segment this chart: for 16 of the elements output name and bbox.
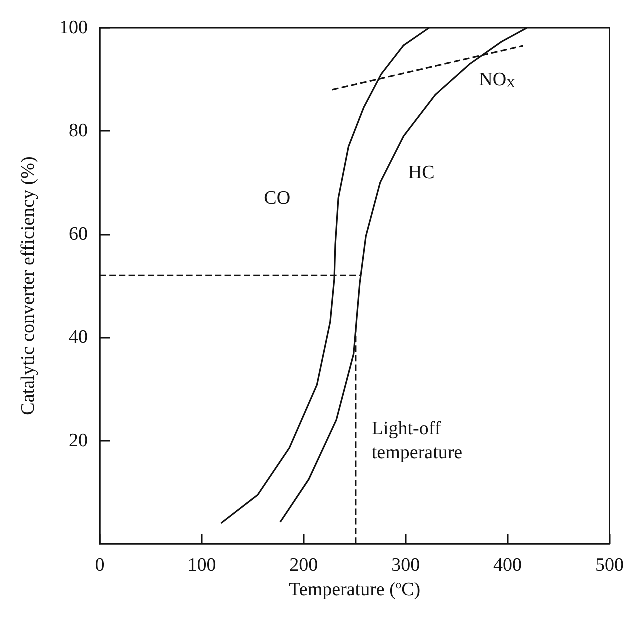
x-tick-label: 500 xyxy=(596,555,624,576)
x-tick-label: 100 xyxy=(188,555,216,576)
annotation: Light-off temperature xyxy=(372,418,463,464)
x-tick-label: 0 xyxy=(95,555,105,576)
y-tick-label: 20 xyxy=(69,430,88,452)
y-tick-label: 40 xyxy=(69,327,88,348)
x-tick-label: 200 xyxy=(290,555,318,576)
y-tick-label: 100 xyxy=(60,18,88,38)
y-axis-title: Catalytic converter efficiency (%) xyxy=(18,156,39,416)
x-tick-label: 300 xyxy=(392,555,420,576)
x-tick-label: 400 xyxy=(494,555,522,576)
series-label: NOX xyxy=(479,70,516,91)
series-label: HC xyxy=(408,162,435,184)
y-tick-label: 80 xyxy=(69,120,88,142)
y-tick-label: 60 xyxy=(69,224,88,245)
text: CO xyxy=(264,188,291,209)
